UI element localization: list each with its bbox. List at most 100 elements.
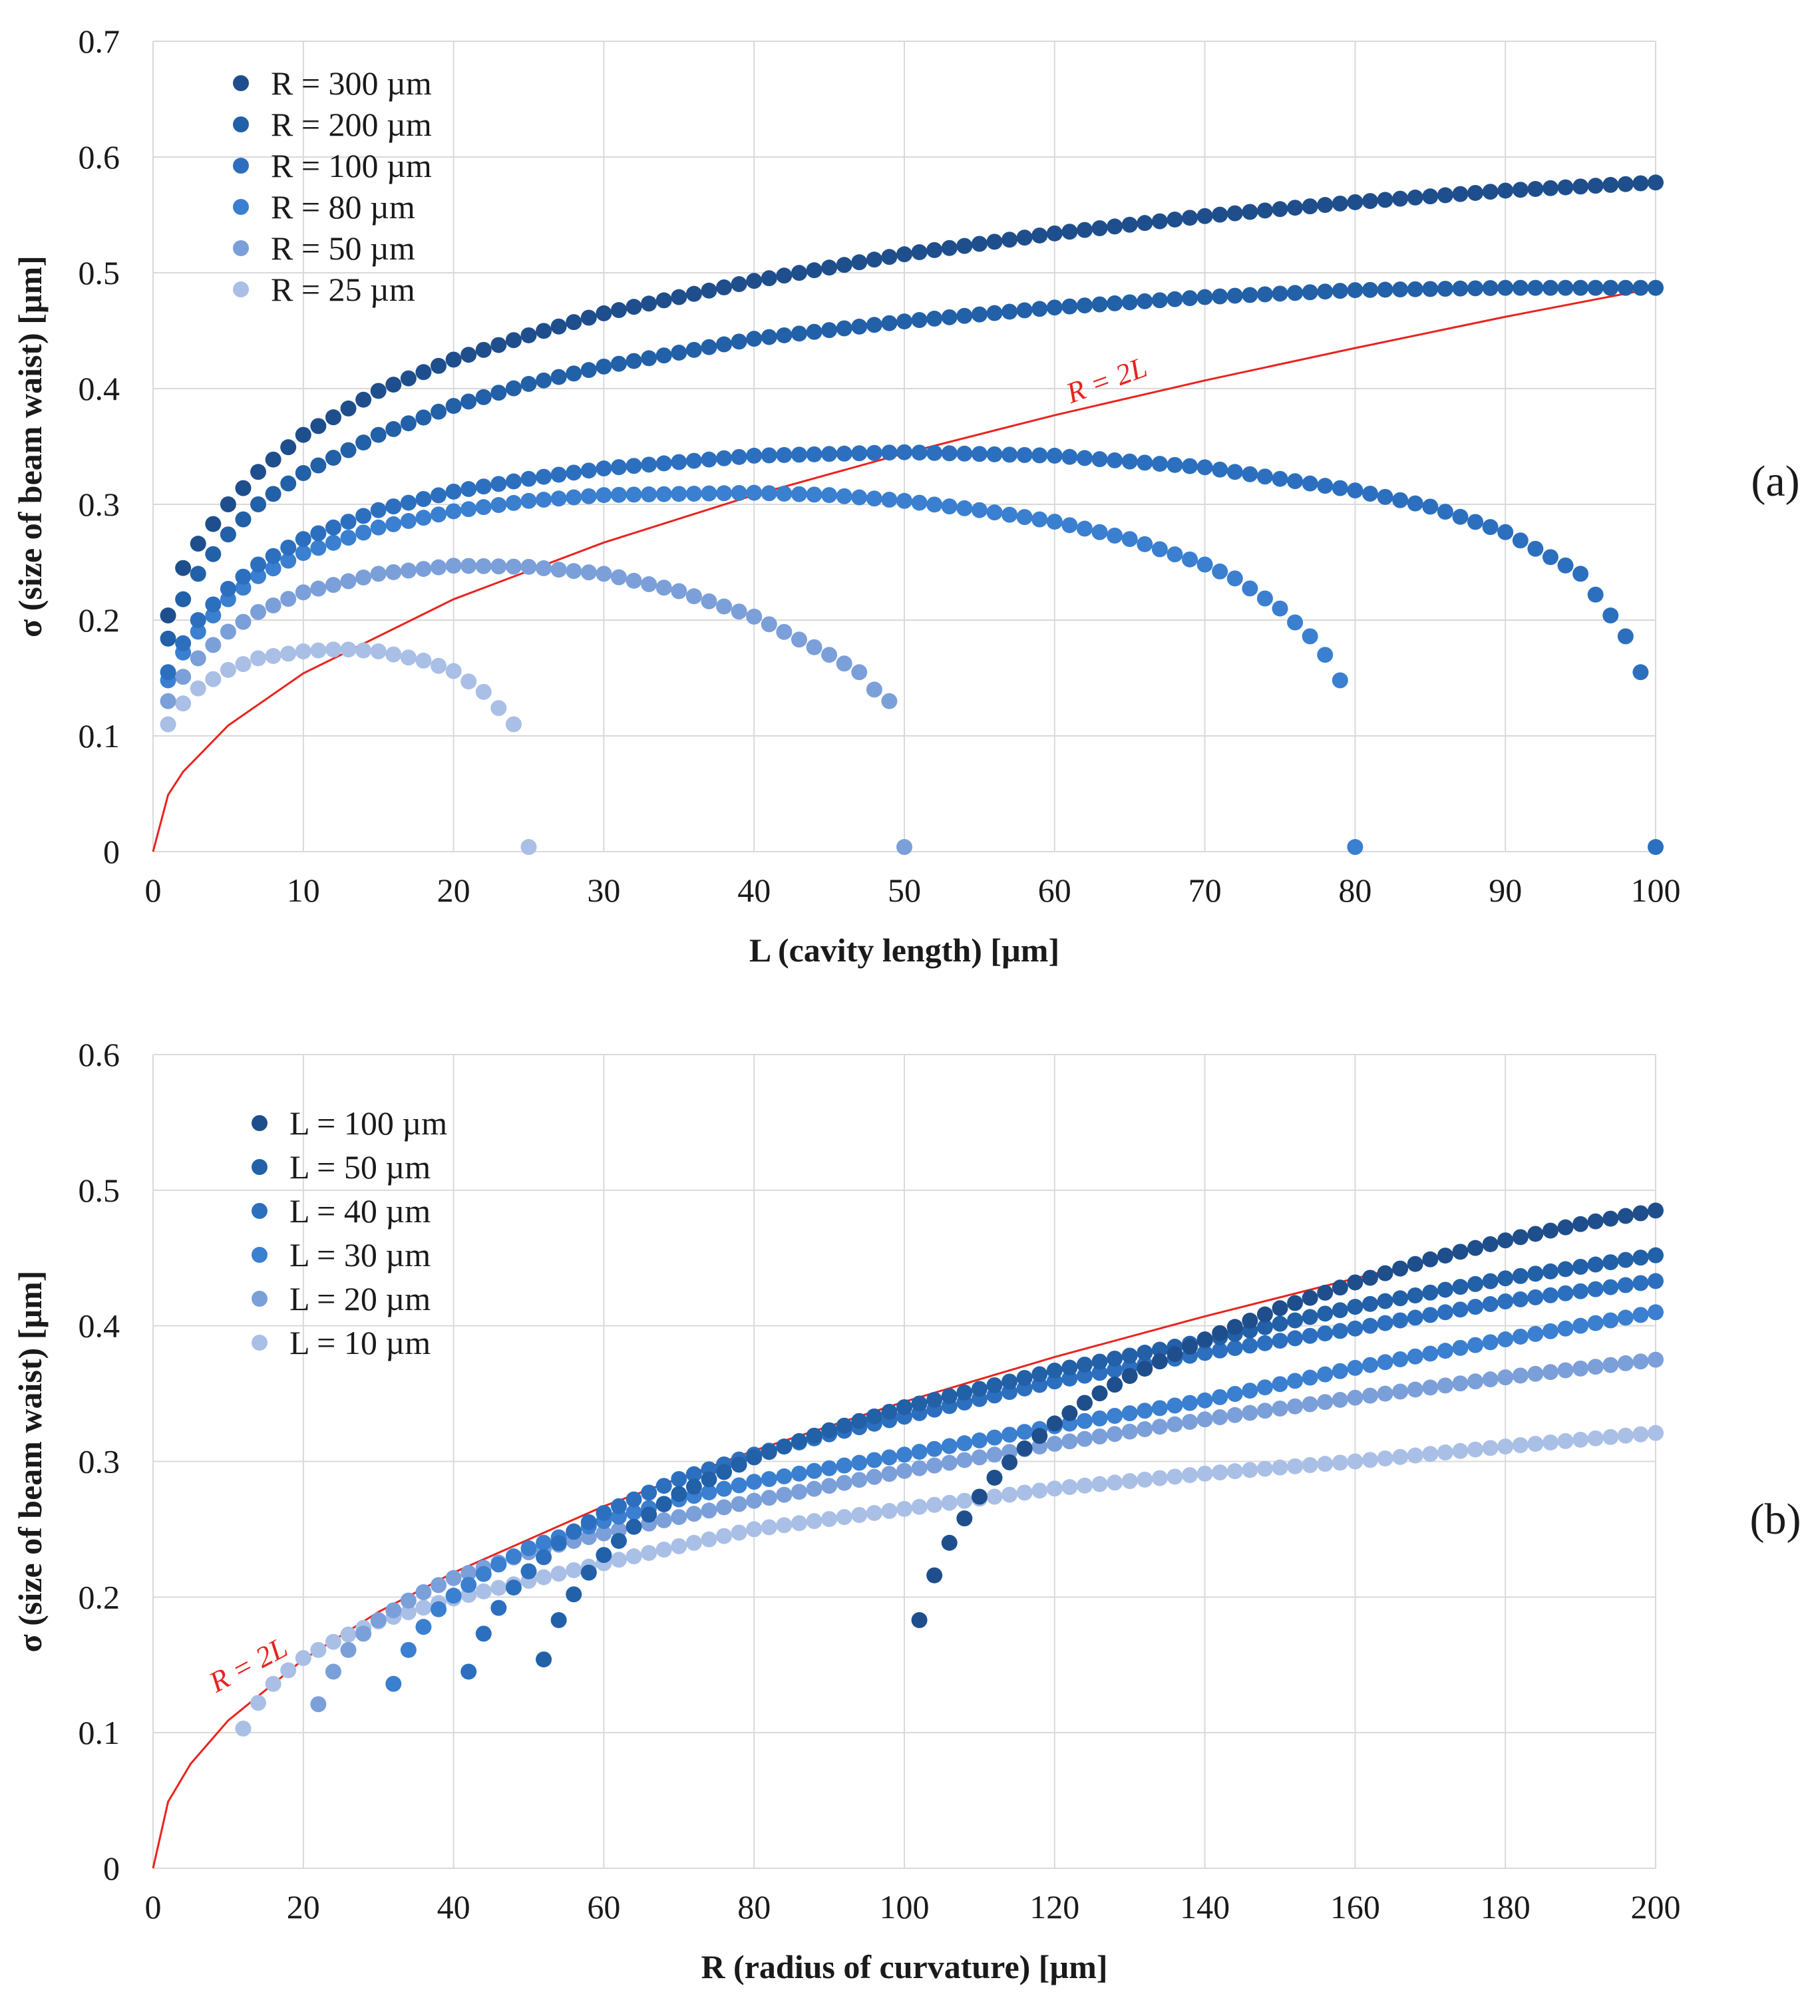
- data-point: [1632, 1307, 1649, 1323]
- data-point: [325, 1663, 341, 1680]
- data-point: [490, 1599, 507, 1616]
- data-point: [836, 257, 852, 273]
- data-point: [355, 391, 372, 408]
- data-point: [926, 444, 943, 461]
- data-point: [431, 357, 447, 374]
- data-point: [1121, 531, 1138, 548]
- data-point: [761, 1470, 777, 1487]
- data-point: [1362, 1452, 1378, 1468]
- data-point: [340, 514, 357, 530]
- data-point: [596, 1525, 612, 1542]
- data-point: [505, 380, 522, 397]
- data-point: [866, 1468, 882, 1485]
- data-point: [1512, 532, 1529, 549]
- data-point: [1076, 1413, 1093, 1429]
- data-point: [1542, 549, 1558, 566]
- data-point: [610, 355, 627, 372]
- data-point: [1392, 1351, 1409, 1368]
- data-point: [1016, 302, 1033, 319]
- data-point: [1527, 540, 1544, 557]
- data-point: [626, 299, 642, 315]
- data-point: [1572, 178, 1589, 195]
- data-point: [505, 1548, 522, 1565]
- data-point: [1272, 1315, 1288, 1332]
- data-point: [1242, 466, 1258, 482]
- data-point: [580, 488, 597, 504]
- data-point: [1196, 208, 1213, 224]
- data-point: [1287, 1458, 1304, 1474]
- data-point: [1377, 1354, 1393, 1371]
- chart-panel-b: 0 20 40 60 80 100 120 140 160 180 200 0 0.1 0.2 0.3 0.4…: [11, 1036, 1801, 1985]
- data-point: [1648, 1202, 1664, 1219]
- data-point: [1226, 205, 1243, 222]
- data-point: [926, 1440, 943, 1457]
- data-point: [580, 564, 597, 581]
- data-point: [806, 262, 822, 279]
- data-point: [1121, 1423, 1138, 1440]
- data-point: [400, 1641, 417, 1658]
- data-point: [1076, 1356, 1093, 1373]
- data-point: [490, 700, 507, 717]
- data-point: [1091, 1353, 1108, 1370]
- y-tick-label: 0.1: [79, 717, 120, 755]
- data-point: [791, 1432, 807, 1449]
- data-point: [1377, 1293, 1393, 1309]
- data-point: [911, 494, 928, 511]
- data-point: [235, 1721, 252, 1737]
- data-point: [1482, 1296, 1499, 1313]
- data-point: [1196, 1465, 1213, 1482]
- data-point: [1091, 1365, 1108, 1381]
- data-point: [1557, 179, 1574, 196]
- data-point: [1212, 206, 1228, 223]
- data-point: [1452, 1244, 1469, 1260]
- data-point: [1512, 279, 1529, 296]
- data-point: [310, 642, 327, 659]
- data-point: [1377, 192, 1393, 208]
- data-point: [1602, 1210, 1619, 1227]
- data-point: [1437, 504, 1453, 520]
- data-point: [1437, 1377, 1453, 1394]
- data-point: [1422, 1345, 1439, 1362]
- data-point: [580, 462, 597, 479]
- data-point: [911, 244, 928, 261]
- y-tick-label: 0: [103, 1850, 120, 1887]
- data-point: [310, 1696, 327, 1713]
- data-point: [1061, 517, 1078, 534]
- data-point: [701, 1484, 717, 1500]
- data-point: [1527, 181, 1544, 198]
- data-point: [716, 1464, 733, 1480]
- data-point: [370, 519, 387, 536]
- data-point: [1482, 519, 1499, 536]
- data-point: [1467, 1337, 1484, 1353]
- data-point: [596, 566, 612, 582]
- data-point: [1482, 1334, 1499, 1351]
- data-point: [1287, 1373, 1304, 1389]
- series-3: [160, 484, 1364, 856]
- data-point: [1212, 1389, 1228, 1405]
- y-tick-label: 0.6: [79, 1036, 120, 1073]
- data-point: [445, 1570, 462, 1586]
- data-point: [1362, 193, 1378, 210]
- data-point: [685, 341, 702, 358]
- data-point: [701, 451, 717, 468]
- data-point: [1572, 1216, 1589, 1232]
- data-point: [1602, 1279, 1619, 1295]
- data-point: [1362, 1269, 1378, 1286]
- data-point: [1572, 1317, 1589, 1334]
- data-point: [385, 1602, 402, 1619]
- data-point: [610, 569, 627, 586]
- data-point: [1617, 1277, 1634, 1293]
- data-point: [445, 503, 462, 520]
- data-point: [731, 603, 747, 620]
- data-point: [836, 1417, 852, 1434]
- data-point: [1137, 1361, 1153, 1377]
- data-point: [1362, 1357, 1378, 1373]
- data-point: [776, 1486, 793, 1503]
- data-point: [1452, 1279, 1469, 1295]
- data-point: [1001, 1454, 1018, 1470]
- data-point: [1587, 1281, 1604, 1297]
- data-point: [1287, 1295, 1304, 1311]
- data-point: [956, 500, 973, 516]
- data-point: [1467, 1373, 1484, 1390]
- data-point: [1121, 216, 1138, 233]
